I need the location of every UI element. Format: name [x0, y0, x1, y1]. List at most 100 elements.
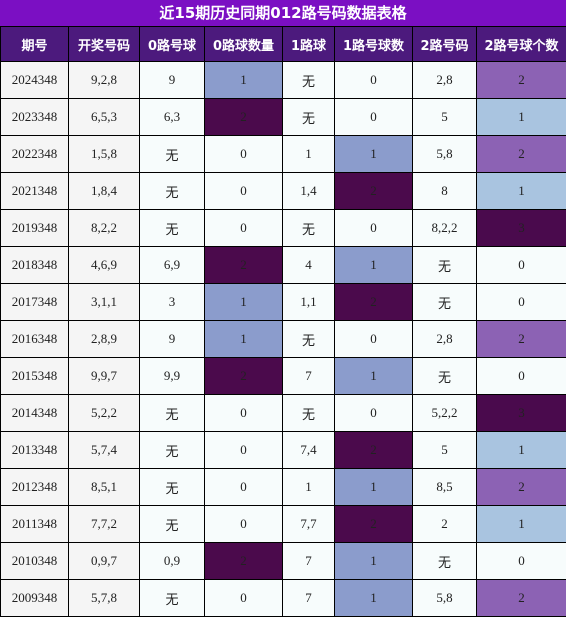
- cell-route0-count: 1: [204, 320, 283, 358]
- cell-route1-count: 2: [334, 431, 413, 469]
- header-route2-count: 2路号球个数: [476, 26, 566, 62]
- cell-numbers: 5,2,2: [68, 394, 140, 432]
- cell-route2-count: 2: [476, 61, 566, 99]
- table-row: 2016348 2,8,9 9 1 无 0 2,8 2: [0, 320, 566, 358]
- cell-numbers: 5,7,4: [68, 431, 140, 469]
- cell-route1-count: 2: [334, 283, 413, 321]
- cell-route0-balls: 0,9: [139, 542, 205, 580]
- cell-route0-balls: 无: [139, 135, 205, 173]
- cell-period: 2022348: [0, 135, 69, 173]
- table-row: 2009348 5,7,8 无 0 7 1 5,8 2: [0, 579, 566, 617]
- cell-route0-count: 2: [204, 357, 283, 395]
- cell-period: 2013348: [0, 431, 69, 469]
- cell-numbers: 6,5,3: [68, 98, 140, 136]
- cell-route2-balls: 2,8: [412, 61, 477, 99]
- header-route1-count: 1路号球数: [334, 26, 413, 62]
- cell-route2-count: 2: [476, 468, 566, 506]
- cell-route0-balls: 3: [139, 283, 205, 321]
- header-route0-count: 0路球数量: [204, 26, 283, 62]
- cell-route2-balls: 5,8: [412, 135, 477, 173]
- cell-route0-balls: 无: [139, 209, 205, 247]
- cell-route1-balls: 4: [282, 246, 335, 284]
- cell-route1-count: 2: [334, 505, 413, 543]
- cell-route1-balls: 1: [282, 135, 335, 173]
- cell-route0-count: 2: [204, 542, 283, 580]
- cell-route2-count: 1: [476, 431, 566, 469]
- cell-numbers: 9,2,8: [68, 61, 140, 99]
- cell-route1-balls: 7,7: [282, 505, 335, 543]
- cell-route1-balls: 无: [282, 61, 335, 99]
- cell-route1-balls: 1,4: [282, 172, 335, 210]
- table-row: 2019348 8,2,2 无 0 无 0 8,2,2 3: [0, 209, 566, 247]
- cell-route2-balls: 无: [412, 357, 477, 395]
- cell-route1-count: 1: [334, 468, 413, 506]
- data-table: 期号 开奖号码 0路号球 0路球数量 1路球 1路号球数 2路号码 2路号球个数…: [0, 26, 566, 617]
- cell-route1-balls: 7: [282, 357, 335, 395]
- cell-route0-count: 0: [204, 431, 283, 469]
- table-row: 2022348 1,5,8 无 0 1 1 5,8 2: [0, 135, 566, 173]
- cell-route2-count: 2: [476, 320, 566, 358]
- cell-period: 2024348: [0, 61, 69, 99]
- table-row: 2023348 6,5,3 6,3 2 无 0 5 1: [0, 98, 566, 136]
- cell-route1-balls: 1: [282, 468, 335, 506]
- cell-route1-balls: 7,4: [282, 431, 335, 469]
- cell-route2-count: 2: [476, 135, 566, 173]
- header-row: 期号 开奖号码 0路号球 0路球数量 1路球 1路号球数 2路号码 2路号球个数: [0, 26, 566, 62]
- cell-route2-count: 3: [476, 394, 566, 432]
- cell-route0-balls: 无: [139, 172, 205, 210]
- table-row: 2024348 9,2,8 9 1 无 0 2,8 2: [0, 61, 566, 99]
- cell-route1-count: 1: [334, 135, 413, 173]
- cell-route0-balls: 6,9: [139, 246, 205, 284]
- cell-route2-balls: 2: [412, 505, 477, 543]
- cell-period: 2011348: [0, 505, 69, 543]
- cell-route0-balls: 无: [139, 579, 205, 617]
- table-row: 2017348 3,1,1 3 1 1,1 2 无 0: [0, 283, 566, 321]
- cell-route2-count: 3: [476, 209, 566, 247]
- table-row: 2021348 1,8,4 无 0 1,4 2 8 1: [0, 172, 566, 210]
- cell-route0-balls: 无: [139, 431, 205, 469]
- cell-numbers: 9,9,7: [68, 357, 140, 395]
- cell-route1-count: 1: [334, 357, 413, 395]
- cell-route0-count: 0: [204, 209, 283, 247]
- cell-route1-count: 0: [334, 98, 413, 136]
- cell-route2-count: 1: [476, 505, 566, 543]
- cell-route1-balls: 无: [282, 209, 335, 247]
- cell-route0-balls: 无: [139, 468, 205, 506]
- cell-route2-balls: 8: [412, 172, 477, 210]
- cell-route0-count: 0: [204, 135, 283, 173]
- header-numbers: 开奖号码: [68, 26, 140, 62]
- header-route2-balls: 2路号码: [412, 26, 477, 62]
- cell-numbers: 8,5,1: [68, 468, 140, 506]
- cell-route2-balls: 5,8: [412, 579, 477, 617]
- cell-period: 2009348: [0, 579, 69, 617]
- cell-period: 2019348: [0, 209, 69, 247]
- cell-route0-count: 0: [204, 468, 283, 506]
- header-route1-balls: 1路球: [282, 26, 335, 62]
- cell-period: 2018348: [0, 246, 69, 284]
- table-title: 近15期历史同期012路号码数据表格: [0, 0, 566, 26]
- cell-route2-balls: 5,2,2: [412, 394, 477, 432]
- cell-route2-count: 0: [476, 357, 566, 395]
- cell-route1-balls: 无: [282, 98, 335, 136]
- cell-route0-balls: 无: [139, 505, 205, 543]
- table-row: 2013348 5,7,4 无 0 7,4 2 5 1: [0, 431, 566, 469]
- cell-route0-count: 0: [204, 579, 283, 617]
- cell-period: 2012348: [0, 468, 69, 506]
- cell-route1-count: 1: [334, 579, 413, 617]
- cell-route2-count: 2: [476, 579, 566, 617]
- cell-route0-balls: 9: [139, 61, 205, 99]
- cell-numbers: 7,7,2: [68, 505, 140, 543]
- cell-period: 2014348: [0, 394, 69, 432]
- cell-route1-count: 0: [334, 394, 413, 432]
- header-period: 期号: [0, 26, 69, 62]
- table-row: 2014348 5,2,2 无 0 无 0 5,2,2 3: [0, 394, 566, 432]
- cell-route0-count: 0: [204, 394, 283, 432]
- cell-route0-count: 0: [204, 505, 283, 543]
- cell-period: 2023348: [0, 98, 69, 136]
- cell-route1-balls: 7: [282, 579, 335, 617]
- table-row: 2012348 8,5,1 无 0 1 1 8,5 2: [0, 468, 566, 506]
- cell-route2-balls: 5: [412, 98, 477, 136]
- cell-route2-balls: 无: [412, 283, 477, 321]
- cell-route0-balls: 9: [139, 320, 205, 358]
